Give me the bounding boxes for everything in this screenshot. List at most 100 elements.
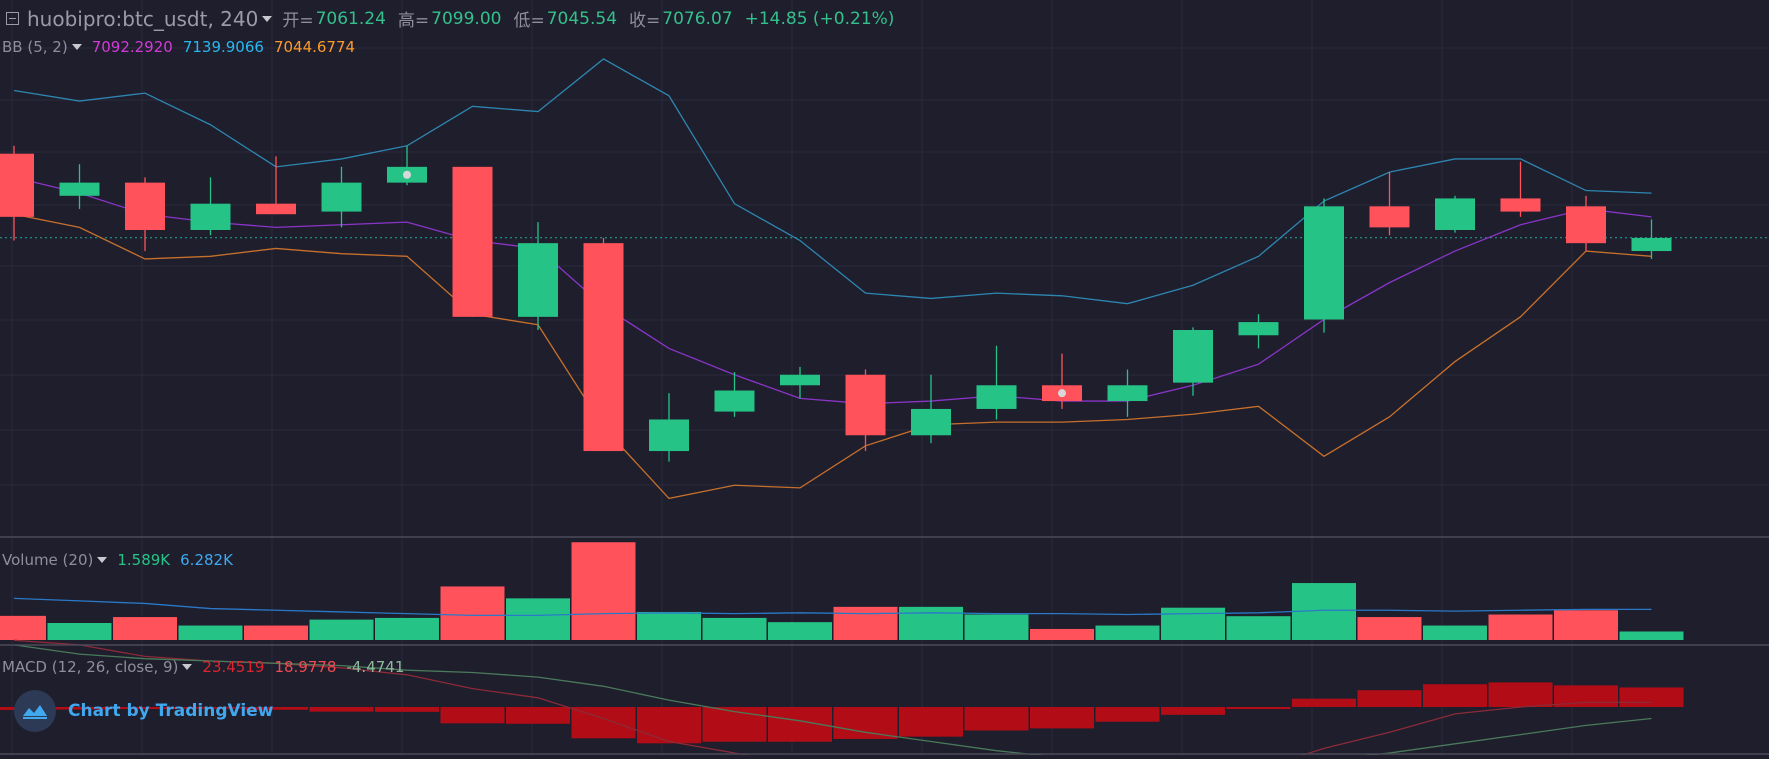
macd-bar-2	[113, 707, 177, 710]
volume-bar-17	[1095, 625, 1160, 640]
candle-11	[714, 372, 755, 417]
candle-body	[1107, 385, 1148, 402]
volume-bar-18	[1161, 607, 1225, 640]
macd-bar-18	[1161, 707, 1225, 715]
volume-ma-line	[13, 597, 1652, 616]
macd-bar-11	[702, 707, 767, 742]
volume-bar-15	[964, 614, 1029, 640]
candle-25	[1631, 219, 1672, 259]
candle-6	[387, 145, 427, 186]
candle-15	[976, 345, 1017, 420]
candle-18	[1173, 327, 1213, 396]
macd-value-2: 18.9778	[274, 658, 337, 676]
candle-body	[1369, 206, 1410, 228]
volume-dropdown-icon[interactable]	[97, 557, 108, 563]
candle-marker-icon	[403, 170, 411, 179]
candle-body	[845, 374, 886, 436]
collapse-icon[interactable]	[6, 12, 19, 25]
candle-16	[1042, 353, 1082, 409]
candle-body	[0, 153, 34, 217]
volume-bar-7	[440, 586, 505, 640]
macd-bar-6	[375, 707, 439, 712]
candle-4	[256, 156, 296, 215]
candle-13	[845, 369, 886, 452]
bb-mid-value: 7092.2920	[91, 38, 173, 56]
macd-bar-13	[833, 707, 898, 739]
candle-body	[1304, 206, 1344, 320]
macd-bar-4	[244, 707, 308, 710]
volume-bar-1	[47, 623, 112, 640]
volume-bar-24	[1554, 610, 1618, 640]
close-value: 7076.07	[662, 8, 733, 29]
candle-23	[1500, 161, 1541, 217]
macd-bar-5	[309, 707, 374, 712]
bb-upper-line	[13, 58, 1652, 305]
macd-bar-24	[1554, 685, 1618, 707]
volume-bar-9	[571, 542, 636, 640]
watermark-text: Chart by TradingView	[68, 701, 274, 721]
volume-bar-8	[506, 598, 570, 640]
price-pane	[0, 58, 1769, 500]
macd-bar-10	[637, 707, 701, 744]
macd-bar-23	[1488, 682, 1553, 707]
macd-label[interactable]: MACD (12, 26, close, 9)	[2, 658, 179, 676]
volume-bar-5	[309, 619, 374, 640]
symbol-dropdown-icon[interactable]	[262, 15, 273, 22]
candle-24	[1566, 195, 1606, 252]
volume-bar-2	[113, 617, 177, 640]
symbol-title[interactable]: huobipro:btc_usdt, 240	[27, 6, 259, 31]
candle-8	[518, 222, 558, 330]
bb-dropdown-icon[interactable]	[71, 44, 82, 50]
macd-bar-7	[440, 707, 505, 724]
volume-bar-13	[833, 606, 898, 640]
candle-body	[1631, 237, 1672, 252]
macd-bar-1	[47, 707, 112, 710]
open-value: 7061.24	[315, 8, 386, 29]
bb-legend: BB (5, 2) 7092.2920 7139.9066 7044.6774	[2, 38, 365, 56]
tradingview-watermark[interactable]: Chart by TradingView	[14, 690, 273, 732]
candle-19	[1238, 314, 1279, 349]
change-value: +14.85 (+0.21%)	[744, 8, 895, 29]
candle-3	[190, 177, 231, 236]
candle-1	[59, 164, 100, 209]
bb-upper-value: 7139.9066	[182, 38, 264, 56]
candle-10	[649, 393, 689, 462]
bb-lower-line	[13, 213, 1652, 500]
volume-bar-19	[1226, 616, 1291, 640]
macd-dropdown-icon[interactable]	[182, 664, 193, 670]
candle-body	[1238, 322, 1279, 336]
candle-17	[1107, 369, 1148, 417]
candle-body	[256, 203, 296, 215]
candle-body	[321, 182, 362, 212]
volume-bar-14	[899, 606, 963, 640]
volume-value-1: 1.589K	[117, 551, 171, 569]
candle-5	[321, 166, 362, 228]
volume-value-2: 6.282K	[180, 551, 233, 569]
candle-body	[649, 419, 689, 452]
macd-bar-20	[1292, 698, 1356, 707]
tradingview-logo-icon	[14, 690, 56, 732]
candle-body	[125, 182, 165, 230]
candle-body	[780, 374, 820, 386]
volume-label[interactable]: Volume (20)	[2, 551, 94, 569]
candle-9	[583, 237, 624, 452]
candle-0	[0, 145, 34, 241]
volume-bar-6	[375, 617, 439, 640]
candle-body	[976, 385, 1017, 409]
volume-bar-0	[0, 615, 46, 640]
macd-bar-17	[1095, 707, 1160, 722]
open-label: 开=	[282, 11, 314, 31]
candle-body	[1500, 198, 1541, 212]
volume-bar-11	[702, 617, 767, 640]
high-label: 高=	[397, 11, 430, 31]
volume-bar-25	[1619, 631, 1684, 640]
volume-bar-10	[637, 611, 701, 640]
low-value: 7045.54	[546, 8, 618, 29]
macd-bar-15	[964, 707, 1029, 731]
volume-bar-3	[178, 625, 243, 640]
bb-label[interactable]: BB (5, 2)	[2, 38, 68, 56]
macd-bar-22	[1423, 684, 1487, 707]
